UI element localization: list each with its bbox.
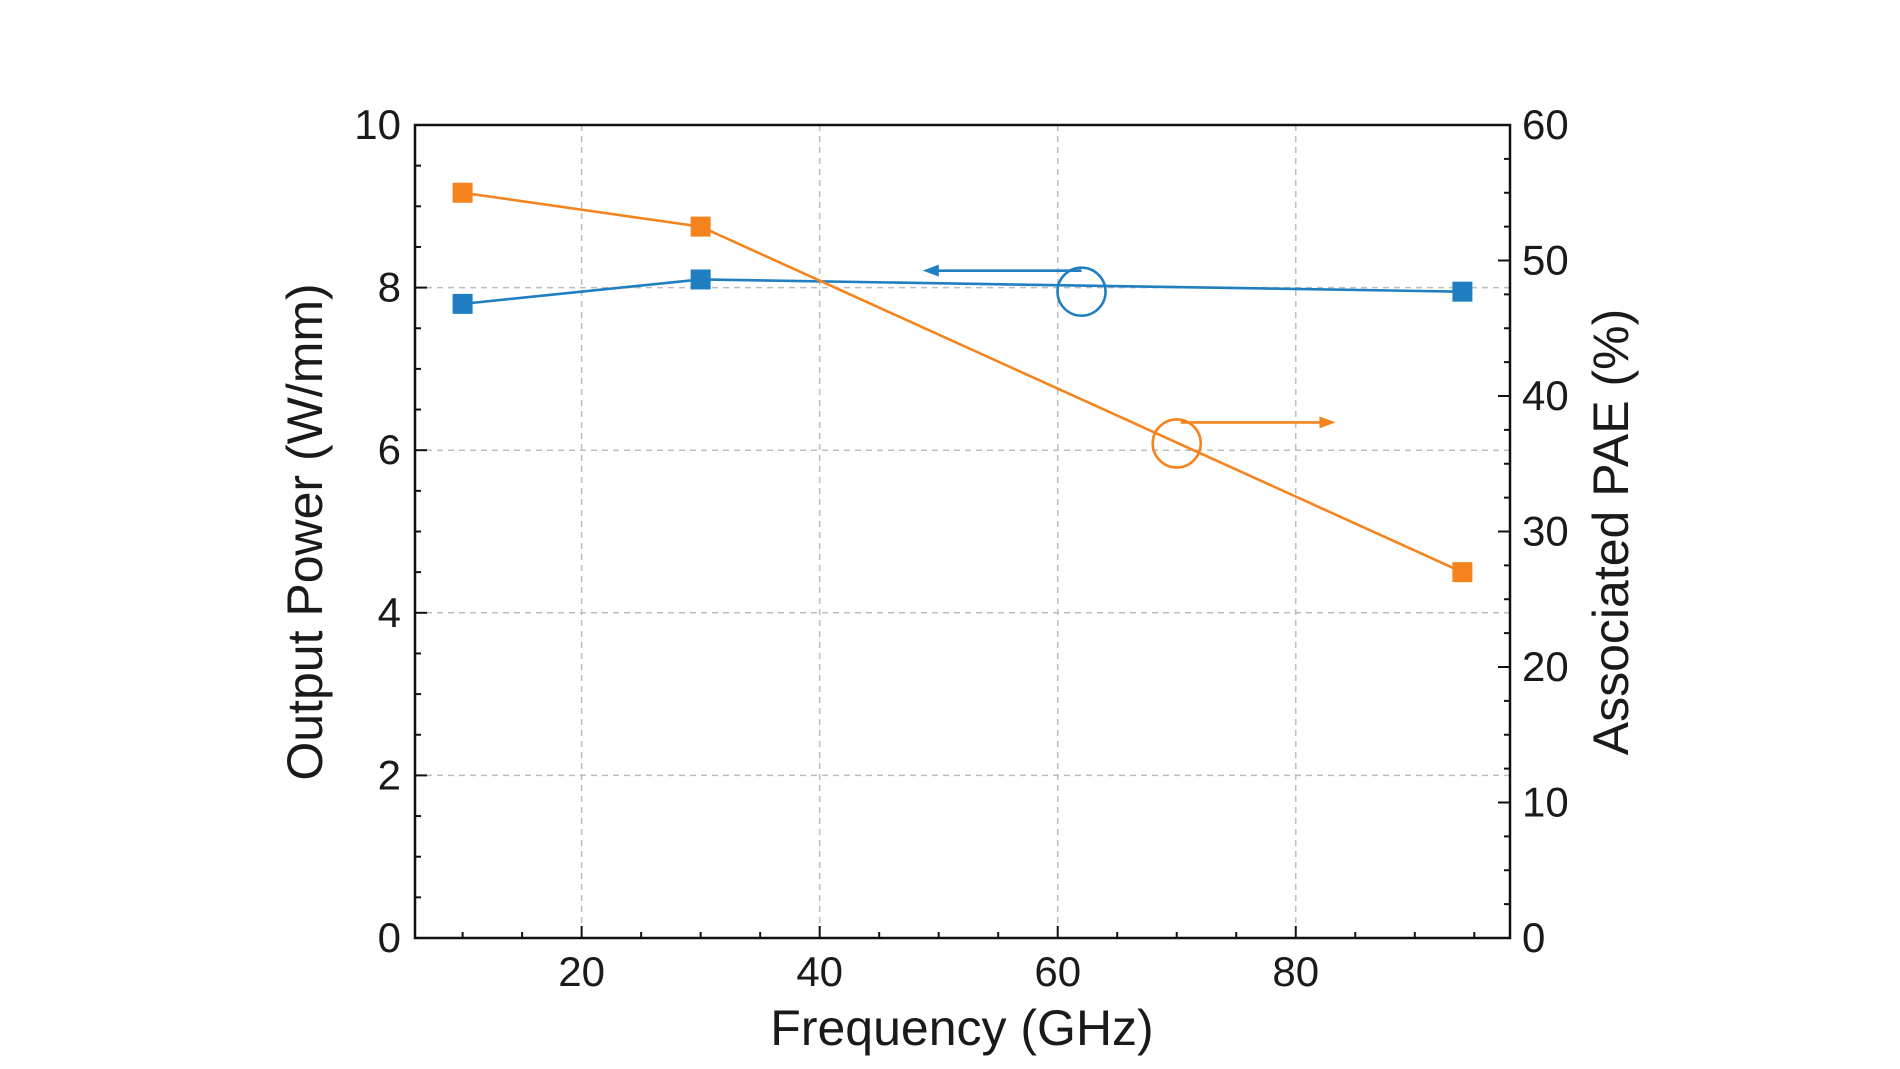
x-tick-label: 20 xyxy=(558,948,605,995)
left-y-tick-label: 8 xyxy=(378,264,401,311)
x-tick-label: 40 xyxy=(796,948,843,995)
right-y-tick-label: 50 xyxy=(1522,237,1569,284)
right-y-tick-label: 30 xyxy=(1522,508,1569,555)
x-tick-label: 80 xyxy=(1272,948,1319,995)
figure-background xyxy=(260,0,1640,1050)
associated-pae-marker xyxy=(690,216,711,237)
associated-pae-marker xyxy=(452,182,473,203)
x-tick-label: 60 xyxy=(1034,948,1081,995)
right-y-axis-title: Associated PAE (%) xyxy=(1583,309,1639,755)
output-power-marker xyxy=(690,269,711,290)
left-y-tick-label: 4 xyxy=(378,589,401,636)
output-power-marker xyxy=(1452,281,1473,302)
left-y-tick-label: 2 xyxy=(378,751,401,798)
output-power-axis-indicator-arrow-head xyxy=(922,264,939,277)
axis-ticks xyxy=(415,124,1510,939)
output-power-marker xyxy=(452,293,473,314)
left-y-axis-title: Output Power (W/mm) xyxy=(277,283,333,780)
right-y-tick-label: 40 xyxy=(1522,372,1569,419)
right-y-tick-label: 10 xyxy=(1522,779,1569,826)
series-layer xyxy=(452,182,1473,583)
associated-pae-marker xyxy=(1452,562,1473,583)
pae-axis-indicator-arrow-head xyxy=(1319,416,1336,429)
right-y-tick-label: 0 xyxy=(1522,914,1545,961)
tick-labels: 20 40 60 80 0 2 4 6 8 10 0 10 20 30 40 50 60 xyxy=(354,101,1568,995)
left-y-tick-label: 10 xyxy=(354,101,401,148)
left-y-tick-label: 0 xyxy=(378,914,401,961)
axis-indicators xyxy=(922,264,1336,469)
output-power-axis-indicator-circle xyxy=(1056,266,1107,317)
pae-axis-indicator-circle xyxy=(1151,418,1203,469)
right-y-tick-label: 60 xyxy=(1522,101,1569,148)
x-axis-title: Frequency (GHz) xyxy=(770,1000,1153,1056)
grid xyxy=(415,125,1510,938)
right-y-tick-label: 20 xyxy=(1522,643,1569,690)
left-y-tick-label: 6 xyxy=(378,426,401,473)
